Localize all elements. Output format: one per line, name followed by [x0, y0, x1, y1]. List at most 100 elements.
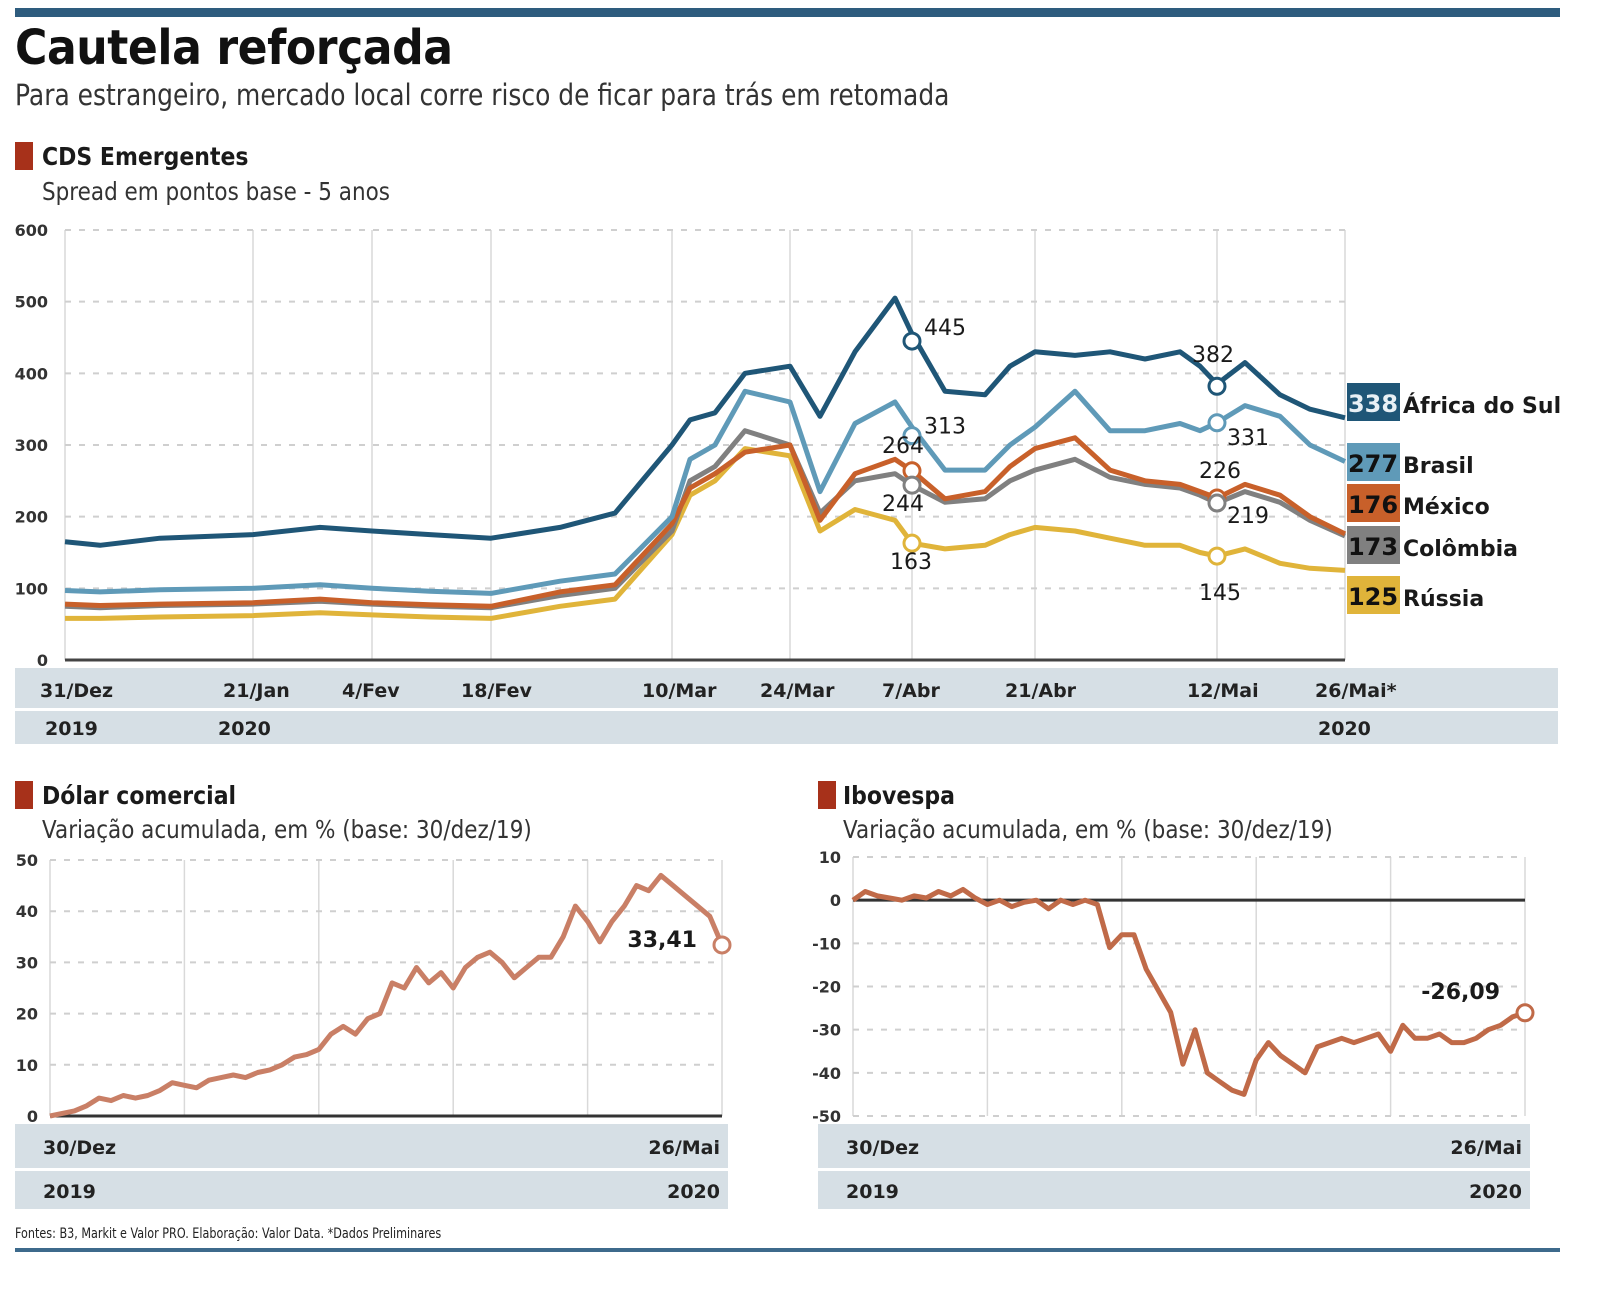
ibovespa-chart: -50 -40 -30 -20 -10 0 10 30/Dez 26/Mai 2019 2020 -2… [812, 848, 1535, 1209]
cds-annotation-label: 145 [1199, 581, 1241, 606]
cds-x-tick-label: 24/Mar [760, 680, 835, 702]
cds-chart-subtitle: Spread em pontos base - 5 anos [42, 177, 390, 206]
cds-x-tick-label: 12/Mai [1187, 680, 1259, 702]
ibovespa-y-tick-label: -20 [812, 978, 841, 997]
legend-swatch-colombia [1347, 526, 1400, 564]
dolar-annotation-label: 33,41 [627, 928, 697, 953]
legend-swatch-mexico [1347, 484, 1400, 522]
cds-y-tick-label: 600 [15, 221, 48, 240]
dolar-year-label: 2020 [667, 1181, 720, 1203]
dolar-y-tick-label: 0 [27, 1107, 38, 1126]
cds-annotation-marker [902, 475, 922, 495]
cds-date-band [15, 668, 1558, 708]
top-rule [15, 8, 1560, 17]
ibovespa-year-band [818, 1171, 1530, 1209]
cds-y-tick-label: 300 [15, 436, 48, 455]
cds-annotation-marker [1207, 376, 1227, 396]
dolar-date-band [15, 1124, 728, 1168]
legend-swatch-africa-do-sul [1347, 383, 1400, 421]
ibovespa-y-tick-label: -30 [812, 1021, 841, 1040]
cds-x-tick-label: 18/Fev [461, 680, 532, 702]
dolar-chart-subtitle: Variação acumulada, em % (base: 30/dez/1… [42, 815, 532, 844]
cds-annotation-marker [902, 331, 922, 351]
legend-name: Rússia [1403, 587, 1484, 612]
dolar-series-line [49, 872, 725, 1119]
legend-swatch-russia [1347, 576, 1400, 614]
legend-value: 338 [1348, 390, 1398, 418]
cds-x-tick-label: 31/Dez [40, 680, 113, 702]
cds-x-tick-label: 7/Abr [882, 680, 940, 702]
legend-value: 176 [1348, 491, 1398, 519]
cds-y-tick-label: 200 [15, 508, 48, 527]
ibovespa-y-tick-label: 10 [819, 848, 841, 867]
ibovespa-y-tick-label: 0 [830, 891, 841, 910]
ibovespa-series-line [851, 886, 1526, 1097]
cds-annotation-label: 244 [882, 492, 924, 517]
cds-series-line-mexico [64, 435, 1347, 609]
cds-year-label: 2020 [1318, 718, 1371, 740]
cds-annotation-label: 382 [1192, 343, 1234, 368]
dolar-annotation-marker [712, 935, 732, 955]
ibovespa-chart-subtitle: Variação acumulada, em % (base: 30/dez/1… [843, 815, 1333, 844]
ibovespa-date-band [818, 1124, 1530, 1168]
cds-annotation-marker [1207, 546, 1227, 566]
cds-x-tick-label: 10/Mar [642, 680, 717, 702]
dolar-y-tick-label: 20 [16, 1005, 38, 1024]
cds-chart-title: CDS Emergentes [42, 142, 249, 171]
dolar-chart: 0 10 20 30 40 50 30/Dez 26/Mai 2019 2020 33,41 [15, 851, 732, 1209]
cds-series-line-africa-do-sul [64, 295, 1346, 548]
ibovespa-x-tick-label: 30/Dez [846, 1137, 919, 1159]
ibovespa-y-tick-label: -50 [812, 1107, 841, 1126]
ibovespa-x-tick-label: 26/Mai [1450, 1137, 1522, 1159]
cds-annotation-marker [1207, 493, 1227, 513]
ibovespa-annotation-label: -26,09 [1421, 980, 1500, 1005]
ibovespa-y-tick-label: -10 [812, 934, 841, 953]
dolar-year-band [15, 1171, 728, 1209]
section-marker-ibovespa [818, 781, 836, 809]
dolar-y-tick-label: 50 [16, 851, 38, 870]
legend-swatch-brasil [1347, 443, 1400, 481]
cds-series-line-russia [65, 446, 1346, 621]
cds-annotation-marker [902, 426, 922, 446]
legend-name: África do Sul [1403, 393, 1561, 419]
cds-y-tick-label: 0 [37, 651, 48, 670]
cds-annotation-label: 264 [882, 434, 924, 459]
page-subtitle: Para estrangeiro, mercado local corre ri… [15, 78, 950, 112]
legend-name: Brasil [1403, 454, 1474, 479]
legend-value: 173 [1348, 533, 1398, 561]
dolar-y-tick-label: 10 [16, 1056, 38, 1075]
cds-year-band [15, 711, 1558, 744]
cds-annotation-marker [1207, 413, 1227, 433]
legend-name: México [1403, 495, 1490, 520]
cds-chart: 0 100 200 300 400 500 600 31/Dez 21/Jan 4/Fev 18/F… [15, 221, 1561, 744]
ibovespa-y-tick-label: -40 [812, 1064, 841, 1083]
section-marker-dolar [15, 781, 33, 809]
cds-x-tick-label: 21/Jan [223, 680, 290, 702]
dolar-x-tick-label: 26/Mai [648, 1137, 720, 1159]
cds-x-tick-label: 21/Abr [1005, 680, 1077, 702]
legend-name: Colômbia [1403, 537, 1518, 562]
cds-x-tick-label: 4/Fev [342, 680, 400, 702]
cds-annotation-marker [902, 533, 922, 553]
cds-annotation-label: 163 [890, 550, 932, 575]
source-footnote: Fontes: B3, Markit e Valor PRO. Elaboraç… [15, 1226, 442, 1242]
cds-annotation-label: 445 [924, 316, 966, 341]
dolar-year-label: 2019 [43, 1181, 96, 1203]
cds-annotation-label: 226 [1199, 459, 1241, 484]
cds-series-line-colombia [64, 428, 1347, 611]
cds-year-label: 2020 [218, 718, 271, 740]
dolar-y-tick-label: 30 [16, 953, 38, 972]
cds-annotation-label: 219 [1227, 504, 1269, 529]
cds-series-line-brasil [64, 388, 1347, 596]
section-marker-cds [15, 142, 33, 170]
cds-annotation-label: 313 [924, 415, 966, 440]
dolar-chart-title: Dólar comercial [42, 781, 237, 810]
bottom-rule [15, 1248, 1560, 1252]
cds-y-tick-label: 100 [15, 579, 48, 598]
ibovespa-chart-title: Ibovespa [843, 781, 956, 810]
cds-x-tick-label: 26/Mai* [1315, 680, 1397, 702]
cds-annotation-label: 331 [1227, 426, 1269, 451]
page-title: Cautela reforçada [15, 20, 453, 76]
